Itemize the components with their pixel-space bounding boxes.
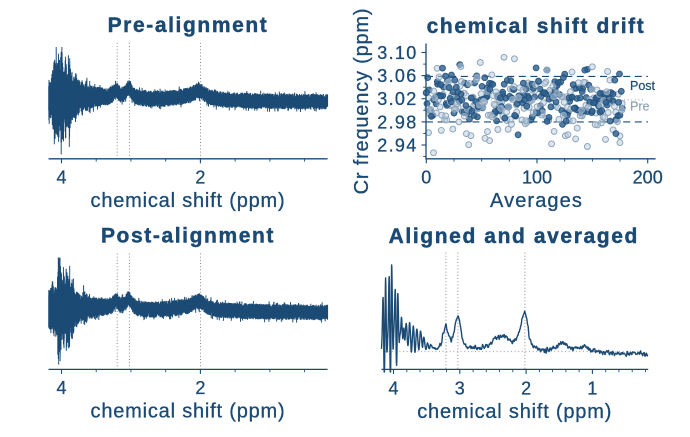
svg-text:chemical shift (ppm): chemical shift (ppm) [91, 190, 286, 212]
svg-text:Aligned and averaged: Aligned and averaged [389, 225, 639, 248]
svg-text:chemical shift (ppm): chemical shift (ppm) [417, 401, 612, 423]
svg-text:Pre: Pre [630, 100, 650, 114]
svg-text:1: 1 [587, 378, 597, 398]
svg-text:2: 2 [195, 168, 205, 188]
svg-text:Cr frequency (ppm): Cr frequency (ppm) [351, 8, 373, 195]
svg-text:Post: Post [630, 79, 656, 93]
svg-text:4: 4 [56, 378, 66, 398]
svg-text:2.94: 2.94 [377, 135, 417, 155]
svg-text:100: 100 [522, 168, 552, 188]
svg-text:3.10: 3.10 [377, 43, 417, 63]
svg-text:4: 4 [388, 378, 398, 398]
svg-text:3: 3 [455, 378, 465, 398]
svg-text:Averages: Averages [490, 190, 583, 212]
svg-text:2: 2 [521, 378, 531, 398]
svg-text:4: 4 [56, 168, 66, 188]
svg-text:200: 200 [633, 168, 663, 188]
svg-text:2: 2 [195, 378, 205, 398]
svg-text:3.06: 3.06 [377, 66, 417, 86]
svg-text:3.02: 3.02 [377, 89, 417, 109]
svg-text:0: 0 [421, 168, 431, 188]
svg-text:Pre-alignment: Pre-alignment [108, 14, 269, 37]
svg-text:2.98: 2.98 [377, 112, 417, 132]
svg-text:chemical shift (ppm): chemical shift (ppm) [91, 400, 286, 422]
svg-text:Post-alignment: Post-alignment [101, 225, 275, 248]
svg-text:chemical shift drift: chemical shift drift [427, 15, 646, 38]
